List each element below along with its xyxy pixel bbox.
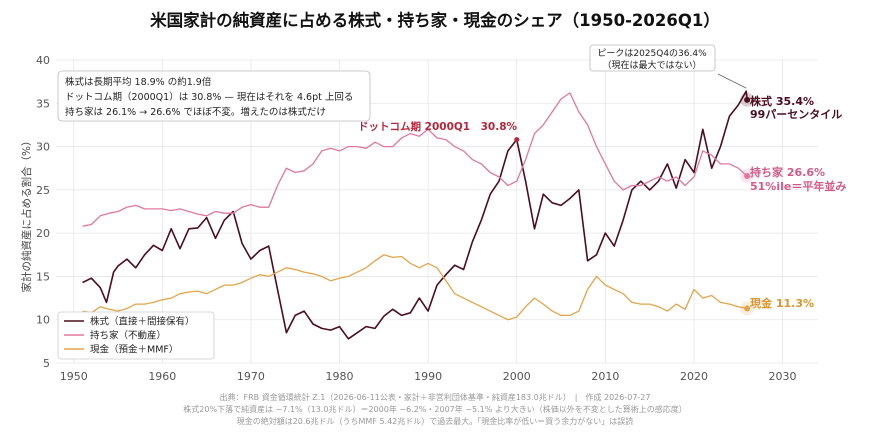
legend-frame	[57, 311, 215, 360]
cash-end-label: 現金 11.3%	[750, 296, 814, 310]
peak-annotation: ピークは2025Q4の36.4% （現在は最大ではない）	[589, 44, 747, 89]
dotcom-peak-dot	[514, 137, 520, 143]
x-tick-label: 2000	[503, 370, 531, 383]
y-tick-label: 5	[43, 357, 50, 370]
note-line-1: 株式は長期平均 18.9% の約1.9倍	[65, 76, 212, 88]
y-tick-label: 30	[36, 141, 50, 154]
housing-end-label: 持ち家 26.6%	[750, 165, 825, 179]
x-tick-label: 1970	[237, 370, 265, 383]
peak-annotation-frame	[589, 44, 716, 72]
series-line-stocks	[82, 90, 748, 340]
footer-cash-note: 現金の絶対額は20.6兆ドル（うちMMF 5.42兆ドル）で過去最大。「現金比率…	[237, 416, 634, 426]
footer-source: 出典：FRB 資金循環統計 Z.1（2026-06-11公表・家計＋非営利団体基…	[220, 392, 651, 402]
note-line-2: ドットコム期（2000Q1）は 30.8% — 現在はそれを 4.6pt 上回る	[65, 91, 353, 103]
footer-sensitivity: 株式20%下落で純資産は −7.1%（13.0兆ドル）＝2000年 −6.2%・…	[183, 404, 686, 414]
dotcom-annotation: ドットコム期 2000Q1 30.8%	[358, 120, 518, 133]
y-tick-label: 25	[36, 184, 50, 197]
y-tick-label: 15	[36, 270, 50, 283]
legend-label-stocks: 株式（直接＋間接保有）	[90, 316, 195, 328]
x-tick-label: 1950	[60, 370, 88, 383]
legend-label-cash: 現金（預金＋MMF）	[90, 344, 178, 356]
y-tick-label: 10	[36, 314, 50, 327]
series-line-housing	[82, 92, 748, 227]
end-marker-stocks	[744, 96, 751, 103]
y-tick-label: 40	[36, 54, 50, 67]
x-tick-label: 1990	[414, 370, 442, 383]
y-axis: 5 10 15 20 25 30 35 40	[36, 54, 50, 370]
legend: 株式（直接＋間接保有） 持ち家（不動産） 現金（預金＋MMF）	[57, 311, 215, 360]
x-tick-label: 2030	[769, 370, 797, 383]
x-axis: 1950 1960 1970 1980 1990 2000 2010 2020 2030	[60, 370, 797, 383]
end-markers	[514, 92, 755, 316]
series-line-cash	[82, 254, 748, 321]
peak-annotation-line-2: （現在は最大ではない）	[602, 59, 701, 71]
chart-title: 米国家計の純資産に占める株式・持ち家・現金のシェア（1950-2026Q1）	[150, 10, 720, 30]
notes-box: 株式は長期平均 18.9% の約1.9倍 ドットコム期（2000Q1）は 30.…	[57, 70, 371, 122]
peak-annotation-line-1: ピークは2025Q4の36.4%	[597, 48, 707, 59]
x-tick-label: 2020	[680, 370, 708, 383]
series-lines	[82, 90, 748, 340]
x-tick-label: 1980	[326, 370, 354, 383]
stocks-end-sublabel: 99パーセンタイル	[750, 108, 842, 121]
peak-arrow	[717, 73, 747, 89]
x-tick-label: 1960	[148, 370, 176, 383]
notes-box-frame	[57, 70, 371, 122]
note-line-3: 持ち家は 26.1% → 26.6% でほぼ不変。増えたのは株式だけ	[65, 106, 326, 118]
end-marker-cash	[744, 305, 751, 312]
end-marker-housing	[744, 173, 751, 180]
y-axis-label: 家計の純資産に占める割合（%）	[20, 136, 33, 293]
stocks-end-label: 株式 35.4%	[750, 94, 814, 108]
x-tick-label: 2010	[591, 370, 619, 383]
y-tick-label: 35	[36, 97, 50, 110]
housing-end-sublabel: 51%ile＝平年並み	[750, 179, 846, 193]
legend-label-housing: 持ち家（不動産）	[90, 330, 166, 342]
y-tick-label: 20	[36, 227, 50, 240]
